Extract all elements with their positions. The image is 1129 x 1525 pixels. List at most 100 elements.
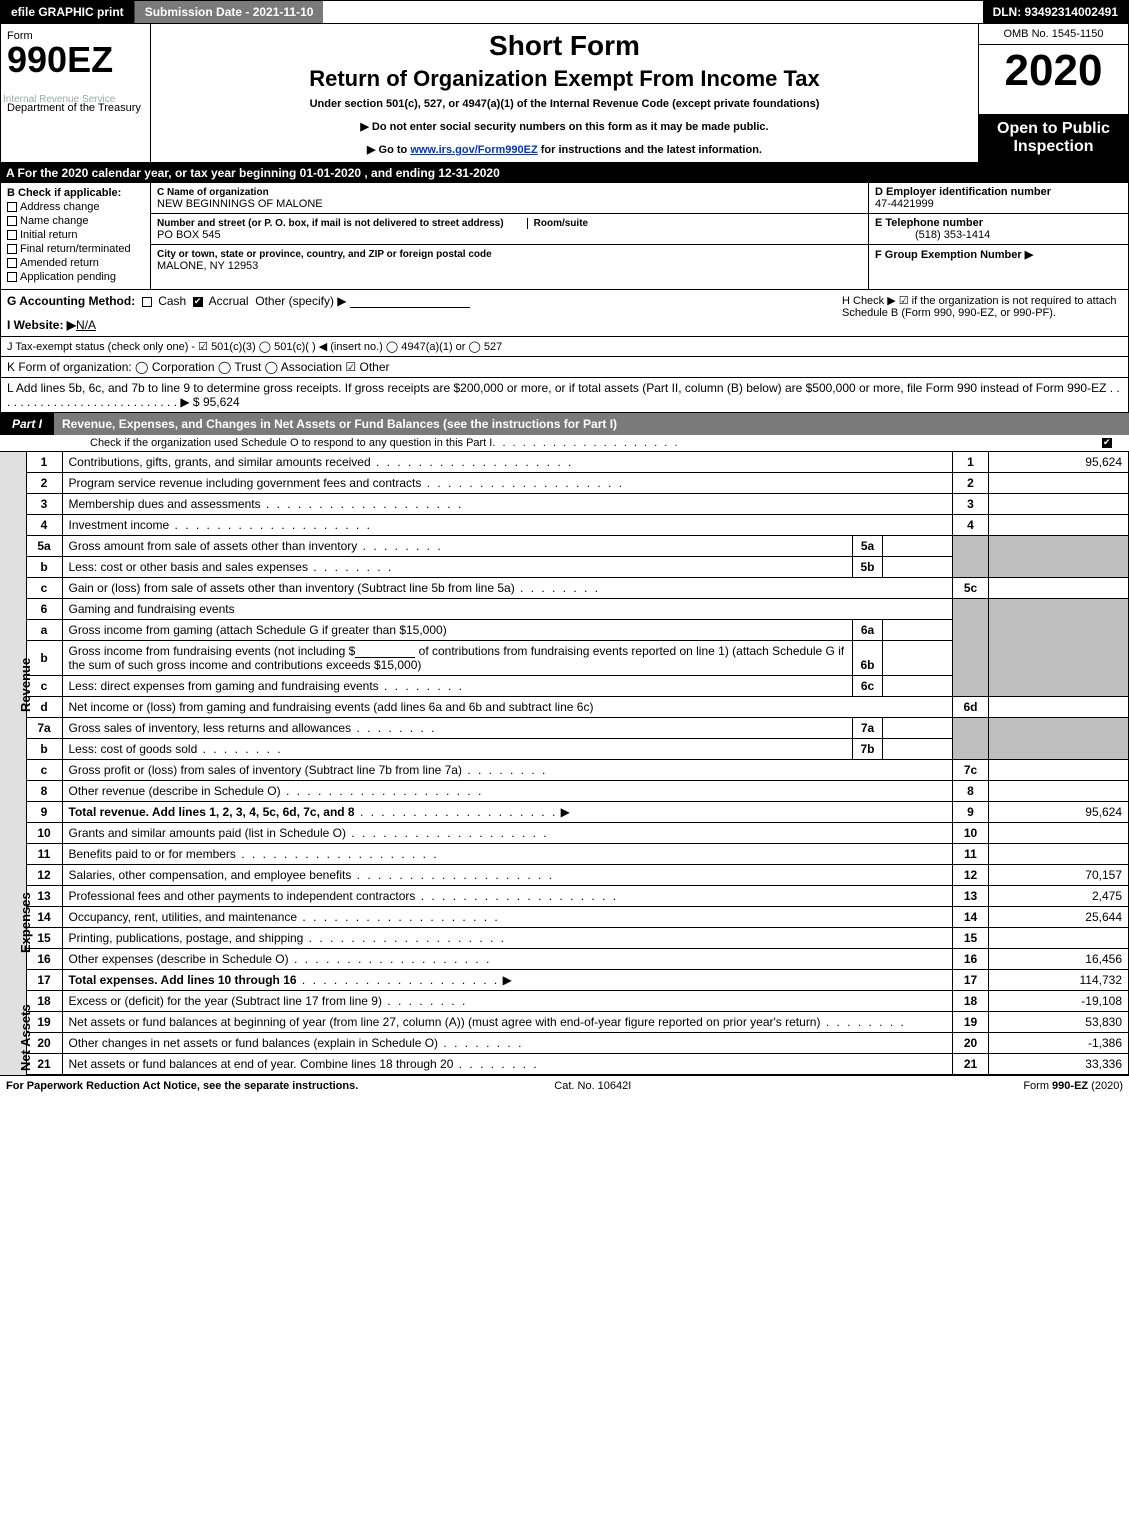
footer-right: Form 990-EZ (2020) bbox=[1023, 1080, 1123, 1092]
line-14-text: Occupancy, rent, utilities, and maintena… bbox=[62, 907, 953, 928]
telephone-value: (518) 353-1414 bbox=[875, 229, 990, 241]
box-b: B Check if applicable: Address change Na… bbox=[1, 183, 151, 289]
line-7b-sub[interactable] bbox=[883, 739, 953, 760]
line-6-text: Gaming and fundraising events bbox=[62, 599, 953, 620]
chk-cash[interactable] bbox=[142, 297, 152, 307]
row-g: G Accounting Method: Cash Accrual Other … bbox=[7, 294, 842, 308]
part-i-sub: Check if the organization used Schedule … bbox=[0, 435, 1129, 452]
org-name: NEW BEGINNINGS OF MALONE bbox=[157, 198, 323, 210]
box-b-title: B Check if applicable: bbox=[7, 187, 144, 199]
line-3-amount bbox=[989, 494, 1129, 515]
tax-year: 2020 bbox=[979, 45, 1128, 114]
row-a-tax-year: A For the 2020 calendar year, or tax yea… bbox=[0, 163, 1129, 183]
chk-accrual[interactable] bbox=[193, 297, 203, 307]
line-10-text: Grants and similar amounts paid (list in… bbox=[62, 823, 953, 844]
line-14-amount: 25,644 bbox=[989, 907, 1129, 928]
line-21-text: Net assets or fund balances at end of ye… bbox=[62, 1054, 953, 1075]
line-7b-text: Less: cost of goods sold bbox=[62, 739, 853, 760]
line-21-amount: 33,336 bbox=[989, 1054, 1129, 1075]
row-g-h: G Accounting Method: Cash Accrual Other … bbox=[0, 290, 1129, 337]
form-number: 990EZ bbox=[7, 42, 144, 78]
header-sub2: ▶ Do not enter social security numbers o… bbox=[161, 120, 968, 133]
box-c: C Name of organization NEW BEGINNINGS OF… bbox=[151, 183, 868, 289]
line-6d-text: Net income or (loss) from gaming and fun… bbox=[62, 697, 953, 718]
line-5b-sub[interactable] bbox=[883, 557, 953, 578]
chk-amended-return[interactable]: Amended return bbox=[7, 257, 144, 269]
submission-date: Submission Date - 2021-11-10 bbox=[135, 1, 324, 23]
header-right: OMB No. 1545-1150 2020 Open to Public In… bbox=[978, 24, 1128, 162]
room-suite-label: Room/suite bbox=[527, 218, 588, 229]
form-header: Form 990EZ Department of the Treasury In… bbox=[0, 24, 1129, 163]
line-6d-amount bbox=[989, 697, 1129, 718]
org-city: MALONE, NY 12953 bbox=[157, 260, 258, 272]
line-7a-sub[interactable] bbox=[883, 718, 953, 739]
line-12-text: Salaries, other compensation, and employ… bbox=[62, 865, 953, 886]
part-i-tag: Part I bbox=[0, 413, 54, 435]
address-cell: Number and street (or P. O. box, if mail… bbox=[151, 214, 868, 245]
lines-table: Revenue 1 Contributions, gifts, grants, … bbox=[0, 452, 1129, 1075]
line-7a-text: Gross sales of inventory, less returns a… bbox=[62, 718, 853, 739]
other-method-field[interactable] bbox=[350, 294, 470, 308]
side-revenue: Revenue bbox=[0, 452, 26, 802]
line-18-amount: -19,108 bbox=[989, 991, 1129, 1012]
header-left: Form 990EZ Department of the Treasury In… bbox=[1, 24, 151, 162]
line-9-text: Total revenue. Add lines 1, 2, 3, 4, 5c,… bbox=[62, 802, 953, 823]
line-5b-text: Less: cost or other basis and sales expe… bbox=[62, 557, 853, 578]
line-4-amount bbox=[989, 515, 1129, 536]
website-value: N/A bbox=[76, 318, 96, 332]
row-l-amount: 95,624 bbox=[203, 395, 240, 409]
header-sub3: ▶ Go to www.irs.gov/Form990EZ for instru… bbox=[161, 143, 968, 156]
line-6a-text: Gross income from gaming (attach Schedul… bbox=[62, 620, 853, 641]
line-7c-amount bbox=[989, 760, 1129, 781]
chk-application-pending[interactable]: Application pending bbox=[7, 271, 144, 283]
irs-link[interactable]: www.irs.gov/Form990EZ bbox=[410, 144, 537, 156]
chk-final-return[interactable]: Final return/terminated bbox=[7, 243, 144, 255]
org-name-cell: C Name of organization NEW BEGINNINGS OF… bbox=[151, 183, 868, 214]
line-13-amount: 2,475 bbox=[989, 886, 1129, 907]
line-5a-sub[interactable] bbox=[883, 536, 953, 557]
line-2-amount bbox=[989, 473, 1129, 494]
box-f: F Group Exemption Number ▶ bbox=[869, 245, 1128, 264]
line-12-amount: 70,157 bbox=[989, 865, 1129, 886]
org-address: PO BOX 545 bbox=[157, 229, 221, 241]
line-5c-text: Gain or (loss) from sale of assets other… bbox=[62, 578, 953, 599]
line-6c-text: Less: direct expenses from gaming and fu… bbox=[62, 676, 853, 697]
ein-value: 47-4421999 bbox=[875, 198, 934, 210]
line-19-amount: 53,830 bbox=[989, 1012, 1129, 1033]
line-13-text: Professional fees and other payments to … bbox=[62, 886, 953, 907]
part-i-header: Part I Revenue, Expenses, and Changes in… bbox=[0, 413, 1129, 435]
open-to-public: Open to Public Inspection bbox=[979, 114, 1128, 162]
line-19-text: Net assets or fund balances at beginning… bbox=[62, 1012, 953, 1033]
chk-name-change[interactable]: Name change bbox=[7, 215, 144, 227]
boxes-def: D Employer identification number 47-4421… bbox=[868, 183, 1128, 289]
entity-block: B Check if applicable: Address change Na… bbox=[0, 183, 1129, 290]
side-expenses: Expenses bbox=[0, 823, 26, 991]
chk-schedule-o[interactable] bbox=[1102, 438, 1112, 448]
chk-initial-return[interactable]: Initial return bbox=[7, 229, 144, 241]
chk-address-change[interactable]: Address change bbox=[7, 201, 144, 213]
line-6b-sub[interactable] bbox=[883, 641, 953, 676]
line-6a-sub[interactable] bbox=[883, 620, 953, 641]
side-net-assets: Net Assets bbox=[0, 991, 26, 1075]
line-5a-text: Gross amount from sale of assets other t… bbox=[62, 536, 853, 557]
footer-left: For Paperwork Reduction Act Notice, see … bbox=[6, 1080, 358, 1092]
efile-print-button[interactable]: efile GRAPHIC print bbox=[1, 1, 135, 23]
line-11-amount bbox=[989, 844, 1129, 865]
line-10-amount bbox=[989, 823, 1129, 844]
irs-watermark: Internal Revenue Service bbox=[3, 94, 115, 105]
line-17-amount: 114,732 bbox=[989, 970, 1129, 991]
row-j: J Tax-exempt status (check only one) - ☑… bbox=[0, 337, 1129, 357]
line-20-amount: -1,386 bbox=[989, 1033, 1129, 1054]
line-1-text: Contributions, gifts, grants, and simila… bbox=[62, 452, 953, 473]
line-2-text: Program service revenue including govern… bbox=[62, 473, 953, 494]
line-6c-sub[interactable] bbox=[883, 676, 953, 697]
header-mid: Short Form Return of Organization Exempt… bbox=[151, 24, 978, 162]
box-d: D Employer identification number 47-4421… bbox=[869, 183, 1128, 214]
line-6b-blank[interactable] bbox=[355, 644, 415, 658]
line-8-text: Other revenue (describe in Schedule O) bbox=[62, 781, 953, 802]
line-18-text: Excess or (deficit) for the year (Subtra… bbox=[62, 991, 953, 1012]
line-4-text: Investment income bbox=[62, 515, 953, 536]
row-l: L Add lines 5b, 6c, and 7b to line 9 to … bbox=[0, 378, 1129, 413]
omb-number: OMB No. 1545-1150 bbox=[979, 24, 1128, 45]
line-15-text: Printing, publications, postage, and shi… bbox=[62, 928, 953, 949]
